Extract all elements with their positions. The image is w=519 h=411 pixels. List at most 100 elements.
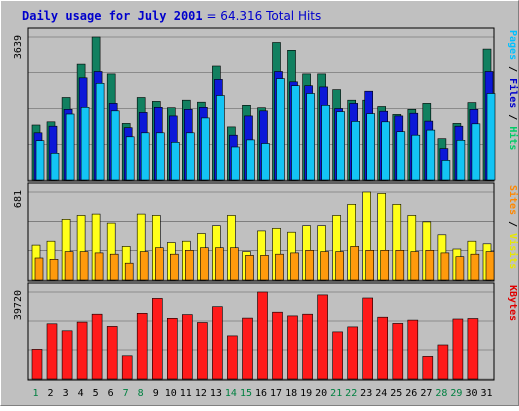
bar-kbytes-day-5 [91, 313, 103, 380]
bar-sites-day-29 [455, 256, 465, 281]
bar-pages-day-13 [216, 95, 225, 181]
bar-pages-day-11 [186, 132, 195, 181]
bar-sites-day-13 [215, 247, 224, 281]
legend-part-hits-4: Hits [507, 126, 519, 150]
bar-pages-day-21 [336, 111, 345, 181]
bar-sites-day-7 [124, 262, 134, 281]
bar-sites-day-17 [275, 253, 284, 281]
bar-pages-day-19 [306, 93, 315, 181]
legend-part-visits-2: Visits [507, 233, 519, 269]
chart-title: Daily usage for July 2001 = 64.316 Total… [22, 9, 321, 23]
ymax-label-hits: 3639 [13, 35, 24, 59]
bar-pages-day-5 [95, 83, 105, 181]
x-tick-day-22: 22 [345, 388, 357, 399]
bar-kbytes-day-29 [452, 318, 464, 380]
legend-part-visits-1: / [507, 215, 518, 233]
bar-sites-day-28 [440, 252, 450, 281]
x-tick-day-13: 13 [210, 388, 222, 399]
x-tick-day-26: 26 [405, 388, 417, 399]
bar-kbytes-day-2 [46, 323, 58, 380]
bar-sites-day-1 [34, 257, 44, 281]
bar-kbytes-day-11 [182, 314, 193, 380]
x-tick-day-11: 11 [180, 388, 192, 399]
bar-pages-day-17 [276, 78, 285, 181]
legend-part-visits-0: Sites [507, 185, 519, 215]
bar-sites-day-12 [200, 247, 209, 281]
bar-pages-day-12 [201, 117, 210, 181]
bar-pages-day-15 [246, 139, 255, 181]
bar-kbytes-day-25 [392, 323, 404, 380]
x-tick-day-18: 18 [285, 388, 297, 399]
bar-pages-day-6 [110, 110, 120, 181]
legend-part-kbytes-0: KBytes [507, 285, 518, 321]
bar-kbytes-day-30 [467, 318, 479, 380]
bar-pages-day-9 [156, 132, 165, 181]
legend-kbytes: KBytes [507, 285, 518, 321]
bar-kbytes-day-22 [347, 326, 359, 380]
bar-pages-day-22 [351, 121, 361, 181]
bar-sites-day-4 [79, 251, 89, 281]
bar-sites-day-9 [155, 247, 164, 281]
ymax-label-kbytes: 39720 [13, 290, 24, 320]
bar-pages-day-29 [456, 140, 466, 181]
x-tick-day-7: 7 [123, 388, 129, 399]
x-tick-day-19: 19 [300, 388, 312, 399]
bar-sites-day-2 [49, 258, 59, 281]
legend-part-hits-0: Pages [507, 30, 518, 60]
bar-kbytes-day-28 [437, 344, 449, 380]
x-tick-day-17: 17 [270, 388, 282, 399]
bar-pages-day-3 [65, 113, 75, 181]
bar-kbytes-day-1 [31, 349, 43, 380]
bar-kbytes-day-24 [377, 316, 389, 380]
bar-pages-day-26 [411, 134, 421, 181]
bar-kbytes-day-9 [152, 298, 163, 380]
bar-kbytes-day-20 [317, 294, 328, 380]
legend-part-hits-3: / [507, 108, 518, 126]
x-tick-day-10: 10 [165, 388, 177, 399]
bar-kbytes-day-15 [242, 317, 253, 380]
bar-pages-day-16 [261, 143, 270, 181]
x-tick-day-14: 14 [225, 388, 237, 399]
x-tick-day-24: 24 [375, 388, 387, 399]
x-tick-day-15: 15 [240, 388, 252, 399]
bar-pages-day-14 [231, 146, 240, 181]
bar-pages-day-2 [50, 153, 60, 181]
bar-pages-day-27 [426, 129, 436, 181]
bar-pages-day-4 [80, 107, 90, 181]
ymax-label-visits: 681 [13, 190, 24, 208]
bar-sites-day-24 [380, 250, 390, 281]
x-tick-day-1: 1 [32, 388, 38, 399]
bar-sites-day-11 [185, 250, 194, 281]
legend-hits: Pages / Files / Hits [507, 30, 519, 150]
bar-pages-day-24 [381, 121, 391, 181]
bar-sites-day-23 [365, 250, 375, 281]
bar-sites-day-25 [395, 250, 405, 281]
bar-kbytes-day-8 [136, 312, 148, 380]
x-tick-day-12: 12 [195, 388, 207, 399]
bar-kbytes-day-12 [197, 322, 208, 380]
bar-sites-day-6 [109, 253, 119, 281]
x-tick-day-3: 3 [63, 388, 69, 399]
bar-kbytes-day-14 [227, 335, 238, 380]
x-tick-day-30: 30 [465, 388, 477, 399]
x-tick-day-23: 23 [360, 388, 372, 399]
x-tick-day-20: 20 [315, 388, 327, 399]
bar-sites-day-31 [485, 251, 495, 281]
bar-kbytes-day-21 [332, 331, 343, 380]
bar-sites-day-20 [320, 251, 329, 281]
x-tick-day-6: 6 [108, 388, 114, 399]
x-tick-day-27: 27 [420, 388, 432, 399]
bar-kbytes-day-18 [287, 315, 298, 380]
bar-sites-day-30 [470, 253, 480, 281]
bar-pages-day-7 [125, 136, 135, 181]
bar-sites-day-16 [260, 255, 269, 281]
bar-kbytes-day-4 [76, 321, 88, 380]
x-tick-day-21: 21 [330, 388, 342, 399]
bar-pages-day-18 [291, 85, 300, 181]
bar-kbytes-day-19 [302, 313, 313, 380]
bar-kbytes-day-17 [272, 311, 283, 380]
bar-pages-day-23 [366, 113, 376, 181]
